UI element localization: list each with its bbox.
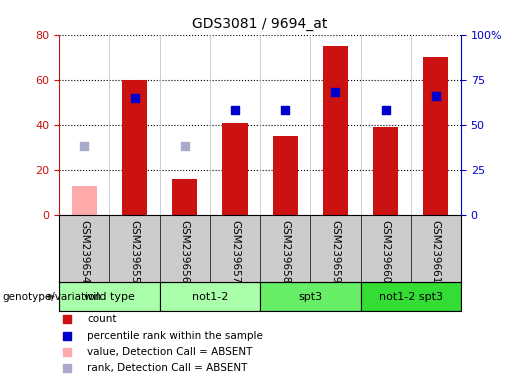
Bar	[423, 57, 449, 215]
Bar	[72, 186, 97, 215]
Text: count: count	[88, 314, 117, 324]
Point	[432, 93, 440, 99]
Bar	[323, 46, 348, 215]
Text: rank, Detection Call = ABSENT: rank, Detection Call = ABSENT	[88, 363, 248, 373]
Text: spt3: spt3	[298, 291, 322, 302]
Bar	[260, 282, 360, 311]
Point	[331, 89, 339, 95]
Text: GSM239660: GSM239660	[381, 220, 390, 284]
Bar	[222, 122, 248, 215]
Bar	[172, 179, 197, 215]
Point	[181, 143, 189, 149]
Point	[63, 316, 72, 322]
Bar	[59, 282, 160, 311]
Text: not1-2: not1-2	[192, 291, 228, 302]
Bar	[160, 282, 260, 311]
Text: genotype/variation: genotype/variation	[3, 291, 101, 302]
Bar	[360, 282, 461, 311]
Bar	[373, 127, 398, 215]
Text: GSM239657: GSM239657	[230, 220, 240, 284]
Point	[63, 333, 72, 339]
Text: GSM239655: GSM239655	[130, 220, 140, 284]
Text: value, Detection Call = ABSENT: value, Detection Call = ABSENT	[88, 347, 253, 357]
Point	[80, 143, 89, 149]
Title: GDS3081 / 9694_at: GDS3081 / 9694_at	[193, 17, 328, 31]
Point	[281, 107, 289, 113]
Text: wild type: wild type	[84, 291, 135, 302]
Point	[63, 365, 72, 371]
Point	[231, 107, 239, 113]
Point	[382, 107, 390, 113]
Text: GSM239654: GSM239654	[79, 220, 89, 284]
Bar	[122, 80, 147, 215]
Text: GSM239659: GSM239659	[331, 220, 340, 284]
Text: not1-2 spt3: not1-2 spt3	[379, 291, 443, 302]
Point	[130, 95, 139, 101]
Text: percentile rank within the sample: percentile rank within the sample	[88, 331, 263, 341]
Text: GSM239661: GSM239661	[431, 220, 441, 284]
Point	[63, 349, 72, 355]
Text: GSM239656: GSM239656	[180, 220, 190, 284]
Text: GSM239658: GSM239658	[280, 220, 290, 284]
Bar	[272, 136, 298, 215]
